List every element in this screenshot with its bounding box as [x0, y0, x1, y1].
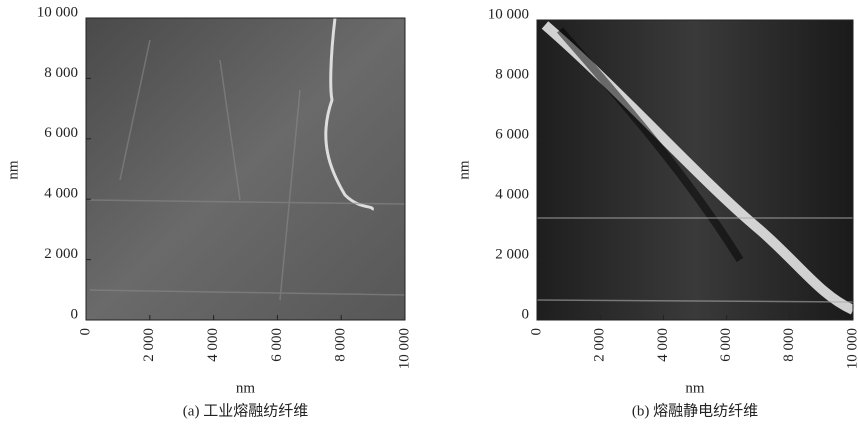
y-tick-label: 0 — [522, 306, 530, 322]
y-tick-label: 8 000 — [495, 66, 529, 82]
afm-image-a — [86, 18, 405, 320]
y-axis-label: nm — [5, 160, 21, 180]
x-tick-label: 4 000 — [205, 328, 221, 362]
y-tick-label: 4 000 — [44, 186, 78, 202]
x-tick-label: 2 000 — [141, 328, 157, 362]
x-axis-label: nm — [236, 380, 256, 396]
x-tick-label: 10 000 — [396, 328, 412, 369]
y-tick-label: 4 000 — [495, 186, 529, 202]
y-tick-label: 6 000 — [44, 125, 78, 141]
afm-image-b — [537, 20, 853, 320]
y-axis-label: nm — [456, 160, 472, 180]
x-tick-label: 0 — [77, 328, 93, 336]
x-tick-label: 2 000 — [592, 328, 608, 362]
caption: (b) 熔融静电纺纤维 — [632, 402, 758, 419]
caption: (a) 工业熔融纺纤维 — [183, 402, 308, 419]
y-tick-label: 0 — [71, 306, 79, 322]
x-tick-label: 8 000 — [781, 328, 797, 362]
figure: 0 2 000 4 000 6 000 8 000 10 000 0 2 000 4 000 6 … — [0, 0, 858, 434]
y-tick-label: 8 000 — [44, 65, 78, 81]
y-tick-label: 6 000 — [495, 126, 529, 142]
y-tick-label: 2 000 — [495, 246, 529, 262]
x-tick-label: 0 — [528, 328, 544, 336]
x-tick-label: 8 000 — [333, 328, 349, 362]
y-tick-label: 10 000 — [37, 4, 78, 20]
x-tick-label: 6 000 — [269, 328, 285, 362]
x-tick-label: 10 000 — [844, 328, 858, 369]
x-tick-label: 4 000 — [655, 328, 671, 362]
y-tick-label: 2 000 — [44, 246, 78, 262]
x-tick-label: 6 000 — [718, 328, 734, 362]
x-axis-label: nm — [685, 380, 705, 396]
y-tick-label: 10 000 — [488, 6, 529, 22]
